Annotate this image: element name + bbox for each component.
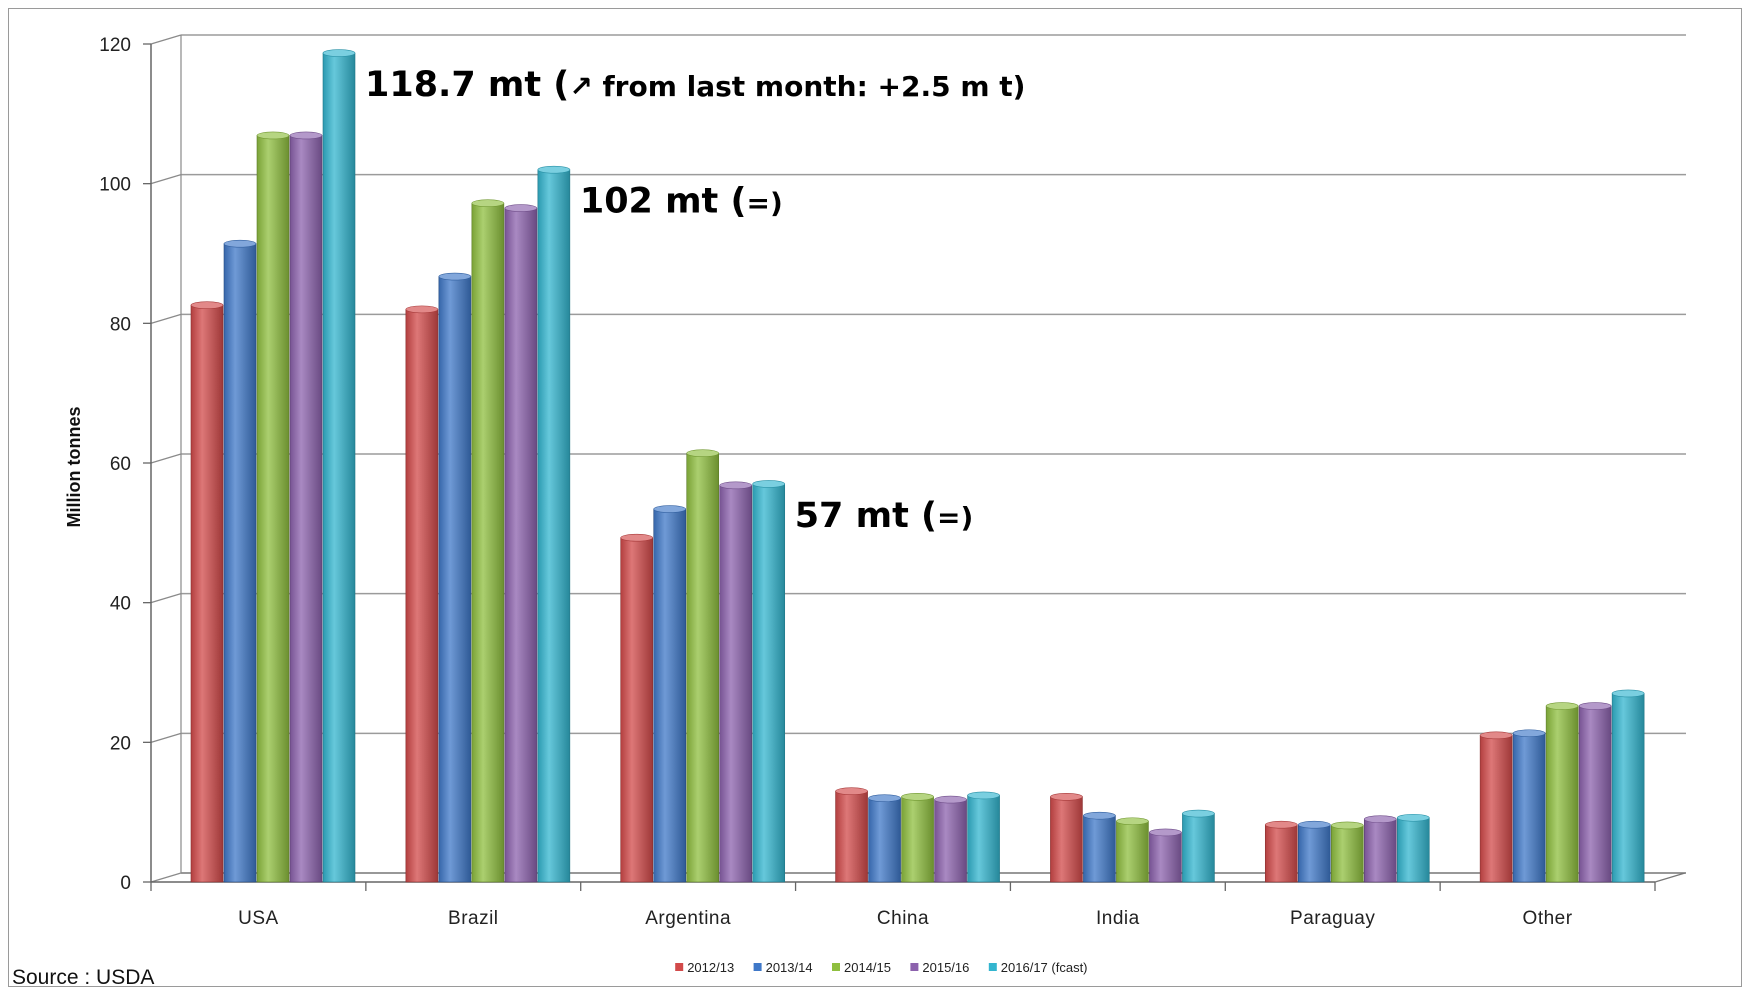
- bar-brazil-1: [438, 272, 472, 883]
- annotation-brazil: 102 mt (=): [580, 182, 783, 222]
- gridlines: [150, 34, 1686, 883]
- bar-usa-2: [256, 131, 290, 883]
- bar-argentina-4: [752, 480, 786, 883]
- bar-group-china: [835, 787, 1000, 883]
- legend-item-4: 2016/17 (fcast): [988, 960, 1088, 975]
- bar-india-3: [1149, 828, 1182, 883]
- bar-brazil-4: [537, 165, 571, 883]
- gridline-depth: [150, 732, 182, 743]
- bar-argentina-1: [653, 505, 687, 883]
- bar-other-3: [1578, 702, 1612, 883]
- bar-argentina-0: [620, 533, 654, 883]
- bar-china-0: [835, 787, 868, 883]
- floor-edge: [1654, 872, 1686, 883]
- bar-china-4: [967, 791, 1000, 883]
- legend-label: 2014/15: [844, 960, 891, 975]
- bar-india-1: [1083, 811, 1116, 883]
- bar-group-argentina: [620, 449, 786, 883]
- annotations: 118.7 mt (↗ from last month: +2.5 m t) 10…: [365, 65, 1025, 536]
- bar-group-paraguay: [1264, 813, 1430, 883]
- bar-argentina-3: [719, 481, 753, 883]
- bar-usa-3: [289, 131, 323, 883]
- x-tick-label: China: [877, 908, 929, 929]
- bar-group-brazil: [405, 165, 571, 883]
- y-tick-label: 0: [120, 873, 131, 894]
- legend-label: 2013/14: [766, 960, 813, 975]
- bar-other-4: [1611, 689, 1645, 883]
- y-tick-label: 120: [99, 35, 131, 56]
- bar-other-2: [1545, 702, 1579, 883]
- bar-usa-0: [190, 301, 224, 883]
- bar-brazil-0: [405, 305, 439, 883]
- legend-label: 2015/16: [922, 960, 969, 975]
- legend: 2012/13 2013/14 2014/15 2015/16 2016/17 (fca…: [675, 960, 1088, 975]
- legend-swatch: [675, 963, 684, 971]
- bar-group-usa: [190, 49, 356, 883]
- chart-frame: [8, 8, 1742, 987]
- x-tick-label: Other: [1523, 908, 1573, 929]
- y-tick-label: 80: [110, 314, 131, 335]
- legend-label: 2012/13: [687, 960, 734, 975]
- bar-india-4: [1182, 809, 1215, 883]
- legend-item-3: 2015/16: [910, 960, 969, 975]
- y-tick-label: 40: [110, 594, 131, 615]
- y-tick-label: 20: [110, 733, 131, 754]
- legend-swatch: [753, 963, 762, 971]
- bar-india-2: [1116, 817, 1149, 883]
- legend-swatch: [988, 963, 997, 971]
- gridline-depth: [150, 593, 182, 604]
- bar-china-2: [901, 793, 934, 883]
- bar-group-other: [1479, 689, 1645, 883]
- bar-other-0: [1479, 731, 1513, 883]
- gridline-depth: [150, 453, 182, 464]
- legend-item-0: 2012/13: [675, 960, 734, 975]
- legend-item-2: 2014/15: [832, 960, 891, 975]
- bar-usa-1: [223, 239, 257, 883]
- gridline-depth: [150, 174, 182, 185]
- bar-paraguay-4: [1396, 813, 1430, 883]
- source-note: Source : USDA: [12, 966, 155, 989]
- gridline-depth: [150, 872, 182, 883]
- axes: 0 20 40 60 80 100 120 USA Brazil Argentina China In…: [99, 35, 1686, 929]
- y-axis-label: Million tonnes: [64, 407, 84, 528]
- gridline-depth: [150, 313, 182, 324]
- bar-china-3: [934, 795, 967, 883]
- bar-brazil-3: [504, 204, 538, 883]
- x-tick-label: USA: [238, 908, 279, 929]
- bar-group-india: [1050, 793, 1215, 883]
- legend-swatch: [832, 963, 840, 971]
- bar-usa-4: [322, 49, 356, 883]
- gridline-depth: [150, 34, 182, 45]
- x-tick-label: India: [1096, 908, 1140, 929]
- legend-item-1: 2013/14: [753, 960, 813, 975]
- bar-paraguay-2: [1330, 821, 1364, 883]
- x-tick-label: Brazil: [448, 908, 499, 929]
- annotation-argentina: 57 mt (=): [795, 496, 974, 536]
- x-tick-label: Paraguay: [1290, 908, 1375, 929]
- bar-argentina-2: [686, 449, 720, 883]
- bar-brazil-2: [471, 199, 505, 883]
- bar-china-1: [868, 794, 901, 883]
- y-tick-label: 100: [99, 175, 131, 196]
- y-tick-label: 60: [110, 454, 131, 475]
- legend-swatch: [910, 963, 919, 971]
- x-tick-label: Argentina: [645, 908, 731, 929]
- bar-india-0: [1050, 793, 1083, 883]
- bar-paraguay-0: [1264, 820, 1298, 883]
- annotation-usa: 118.7 mt (↗ from last month: +2.5 m t): [365, 65, 1025, 105]
- bars: [190, 49, 1645, 883]
- bar-paraguay-1: [1297, 820, 1331, 883]
- legend-label: 2016/17 (fcast): [1001, 960, 1088, 975]
- bar-paraguay-3: [1363, 815, 1397, 883]
- bar-other-1: [1512, 729, 1546, 883]
